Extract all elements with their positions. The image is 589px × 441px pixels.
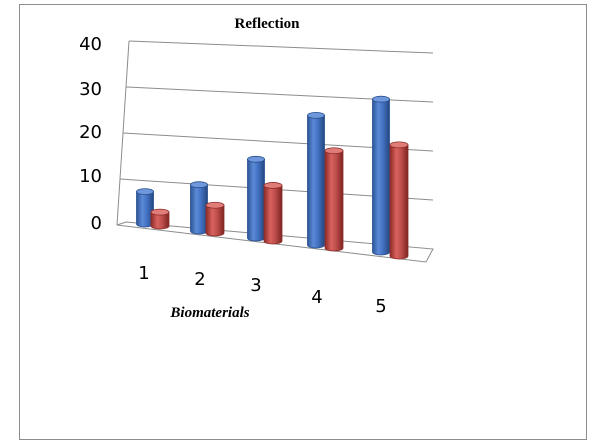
x-axis-label: Biomaterials: [169, 305, 249, 321]
bar: [263, 182, 283, 245]
y-tick-label: 20: [79, 122, 102, 143]
x-tick-label: 3: [250, 275, 261, 296]
bars-group: [136, 95, 409, 260]
left-wall-edge: [116, 40, 130, 226]
chart-frame: [19, 4, 587, 440]
bar: [190, 181, 208, 235]
bar: [247, 155, 265, 242]
y-tick-label: 30: [79, 79, 102, 100]
x-tick-label: 1: [138, 263, 149, 284]
bar: [372, 95, 390, 256]
y-tick-label: 10: [79, 166, 102, 187]
chart-title: Reflection: [235, 16, 301, 32]
x-tick-label: 4: [311, 287, 322, 308]
gridline: [128, 40, 434, 54]
y-tick-label: 40: [79, 34, 102, 55]
bar: [150, 208, 170, 230]
y-tick-label: 0: [91, 213, 102, 234]
bar: [324, 147, 344, 252]
bar: [205, 201, 225, 237]
bar: [389, 141, 409, 260]
x-tick-label: 2: [194, 269, 205, 290]
x-tick-label: 5: [375, 296, 386, 317]
x-tick-labels: 1 2 3 4 5: [138, 263, 386, 317]
bar: [307, 111, 325, 249]
y-tick-labels: 0 10 20 30 40: [79, 34, 102, 234]
